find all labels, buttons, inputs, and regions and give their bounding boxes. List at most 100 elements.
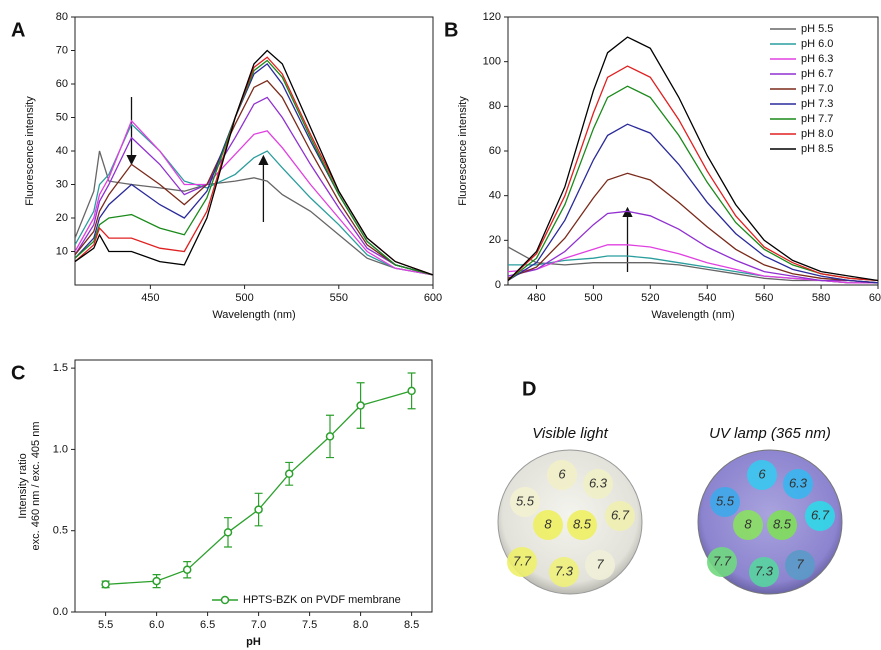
well <box>749 557 779 587</box>
y-axis-label: exc. 460 nm / exc. 405 nm <box>30 421 42 550</box>
well-label: 6 <box>758 466 766 481</box>
well-label: 8 <box>744 516 752 531</box>
well <box>549 557 579 587</box>
x-tick-label: 600 <box>869 292 881 304</box>
y-tick-label: 0 <box>495 279 501 291</box>
y-tick-label: 1.0 <box>53 443 68 455</box>
well <box>583 469 613 499</box>
series-line <box>508 210 878 284</box>
panel-letter: B <box>444 19 458 41</box>
point <box>284 469 294 479</box>
photo-title: UV lamp (365 nm) <box>709 425 831 442</box>
plot-area <box>75 49 433 276</box>
y-tick-label: 0.5 <box>53 525 68 537</box>
well <box>733 510 763 540</box>
y-tick-label: 40 <box>56 145 68 157</box>
x-tick-label: 580 <box>812 292 830 304</box>
legend-label: pH 6.7 <box>801 68 833 80</box>
y-tick-label: 120 <box>483 11 501 23</box>
well-label: 6 <box>558 466 566 481</box>
x-tick-label: 6.0 <box>149 619 164 631</box>
x-tick-label: 540 <box>698 292 716 304</box>
legend-label: pH 6.0 <box>801 38 833 50</box>
well-label: 7.3 <box>755 563 774 578</box>
well-label: 6.3 <box>589 475 608 490</box>
x-axis-label: pH <box>246 636 261 648</box>
well-label: 8.5 <box>573 516 592 531</box>
well <box>783 469 813 499</box>
well <box>533 510 563 540</box>
x-tick-label: 600 <box>424 292 442 304</box>
well <box>805 501 835 531</box>
legend-label: pH 8.0 <box>801 128 833 140</box>
series-line <box>508 85 878 282</box>
x-tick-label: 480 <box>527 292 545 304</box>
well-label: 7.3 <box>555 563 574 578</box>
series-line <box>508 246 878 284</box>
legend-label: pH 8.5 <box>801 143 833 155</box>
series-line <box>508 244 878 284</box>
y-tick-label: 80 <box>489 100 501 112</box>
y-tick-label: 20 <box>56 212 68 224</box>
series-line <box>105 390 412 586</box>
y-tick-label: 30 <box>56 178 68 190</box>
legend-label: pH 5.5 <box>801 23 833 35</box>
series-line <box>75 150 433 276</box>
x-tick-label: 8.5 <box>404 619 419 631</box>
legend-label: pH 7.7 <box>801 113 833 125</box>
well <box>707 547 737 577</box>
x-axis-label: Wavelength (nm) <box>651 309 734 321</box>
y-axis-label: Intensity ratio <box>17 453 29 518</box>
well <box>605 501 635 531</box>
series-line <box>75 96 433 276</box>
point <box>325 432 335 441</box>
well-label: 7 <box>796 556 804 571</box>
x-tick-label: 5.5 <box>98 619 113 631</box>
series-line <box>75 79 433 276</box>
series-line <box>75 49 433 276</box>
well <box>507 547 537 577</box>
point <box>407 386 416 396</box>
legend-label: HPTS-BZK on PVDF membrane <box>243 594 401 606</box>
legend-label: pH 6.3 <box>801 53 833 65</box>
well <box>510 487 540 517</box>
point <box>223 528 233 537</box>
y-axis-label: Fluorescence intensity <box>457 96 469 206</box>
point <box>356 401 365 410</box>
y-tick-label: 50 <box>56 111 68 123</box>
well-label: 5.5 <box>516 493 535 508</box>
series-line <box>75 119 433 276</box>
x-tick-label: 8.0 <box>353 619 368 631</box>
y-tick-label: 60 <box>56 78 68 90</box>
well-label: 7.7 <box>713 553 732 568</box>
y-axis-label: Fluorescence intensity <box>24 96 36 206</box>
series-line <box>508 123 878 284</box>
well-label: 8.5 <box>773 516 792 531</box>
y-tick-label: 100 <box>483 56 501 68</box>
well <box>747 460 777 490</box>
well-label: 5.5 <box>716 493 735 508</box>
x-tick-label: 520 <box>641 292 659 304</box>
well-label: 8 <box>544 516 552 531</box>
series-line <box>75 123 433 276</box>
well-label: 6.3 <box>789 475 808 490</box>
x-tick-label: 560 <box>755 292 773 304</box>
y-tick-label: 0.0 <box>53 606 68 618</box>
series-line <box>508 65 878 282</box>
x-tick-label: 7.5 <box>302 619 317 631</box>
series-line <box>508 172 878 284</box>
x-axis-label: Wavelength (nm) <box>212 309 295 321</box>
panel-letter: C <box>11 362 25 384</box>
plot-area <box>101 372 416 589</box>
well-label: 6.7 <box>811 507 830 522</box>
well <box>767 510 797 540</box>
x-tick-label: 450 <box>141 292 159 304</box>
y-tick-label: 80 <box>56 11 68 23</box>
y-tick-label: 60 <box>489 145 501 157</box>
point <box>182 565 192 574</box>
photo-title: Visible light <box>532 425 608 442</box>
point <box>101 580 110 589</box>
y-tick-label: 10 <box>56 245 68 257</box>
series-line <box>75 56 433 276</box>
